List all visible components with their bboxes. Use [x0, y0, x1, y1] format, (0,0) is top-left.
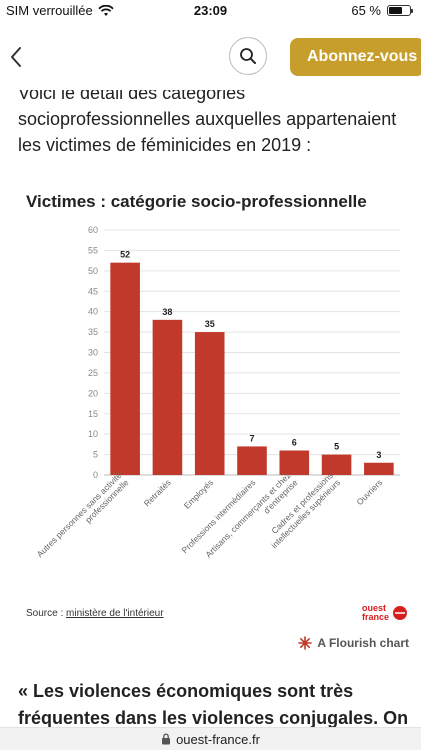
x-tick-label: Ouvriers [354, 477, 384, 507]
data-label: 38 [162, 307, 172, 317]
x-tick-label-line: Retraités [142, 477, 173, 508]
chevron-left-icon [11, 47, 21, 67]
x-tick-label-line: Ouvriers [354, 477, 384, 507]
y-tick-label: 25 [88, 368, 98, 378]
wifi-icon [98, 4, 114, 16]
bar [152, 319, 183, 475]
status-right: 65 % [351, 3, 413, 18]
search-button-top[interactable] [229, 37, 267, 75]
y-tick-label: 5 [93, 450, 98, 460]
bar [279, 450, 310, 475]
y-tick-label: 40 [88, 307, 98, 317]
article-quote: « Les violences économiques sont très fr… [18, 678, 418, 732]
bar [110, 262, 140, 475]
carrier-label: SIM verrouillée [6, 3, 93, 18]
y-tick-label: 55 [88, 245, 98, 255]
lock-icon [162, 733, 171, 745]
data-label: 5 [334, 442, 339, 452]
y-tick-label: 0 [93, 470, 98, 480]
y-tick-label: 15 [88, 409, 98, 419]
y-tick-label: 60 [88, 225, 98, 235]
logo-text-france: france [362, 612, 389, 622]
flourish-label: A Flourish chart [317, 636, 409, 650]
battery-icon [387, 5, 413, 16]
y-tick-label: 10 [88, 429, 98, 439]
data-label: 35 [205, 319, 215, 329]
bar [364, 462, 394, 475]
battery-level [389, 7, 402, 14]
bar [321, 454, 352, 475]
site-header-top: Abonnez-vous [0, 22, 421, 90]
x-tick-label: Employés [182, 477, 215, 510]
status-bar: SIM verrouillée 23:09 65 % [0, 0, 421, 22]
y-tick-label: 35 [88, 327, 98, 337]
url-domain: ouest-france.fr [176, 731, 260, 747]
flourish-credit[interactable]: A Flourish chart [298, 636, 409, 650]
y-tick-label: 20 [88, 388, 98, 398]
search-icon [240, 48, 256, 64]
battery-percent: 65 % [351, 3, 381, 18]
url-bar[interactable]: ouest-france.fr [0, 727, 421, 750]
data-label: 7 [249, 433, 254, 443]
data-label: 3 [376, 450, 381, 460]
x-tick-label: Autres personnes sans activitéprofession… [35, 470, 131, 559]
subscribe-button-top[interactable]: Abonnez-vous [290, 38, 421, 76]
source-label: Source : [26, 608, 67, 619]
article-intro: Voici le détail des catégories socioprof… [18, 80, 408, 158]
ouest-france-logo: ouest france [362, 603, 407, 622]
logo-text-ouest: ouest [362, 603, 386, 613]
quote-line: « Les violences économiques sont très [18, 681, 354, 701]
x-tick-label-line: Employés [182, 477, 215, 510]
status-time: 23:09 [193, 3, 228, 18]
bar [237, 446, 267, 475]
x-tick-label: Retraités [142, 477, 173, 508]
y-tick-label: 45 [88, 286, 98, 296]
flourish-icon [298, 636, 313, 650]
quote-line: fréquentes dans les violences conjugales… [18, 708, 409, 728]
source-link[interactable]: ministère de l'intérieur [66, 608, 164, 619]
chart-source: Source : ministère de l'intérieur [26, 608, 164, 619]
data-label: 52 [120, 250, 130, 260]
intro-line: socioprofessionnelles auxquelles apparte… [18, 109, 397, 129]
y-tick-label: 50 [88, 266, 98, 276]
back-button-top[interactable] [4, 42, 28, 72]
data-label: 6 [292, 438, 297, 448]
y-tick-label: 30 [88, 348, 98, 358]
bar [194, 332, 225, 475]
chart-title: Victimes : catégorie socio-professionnel… [26, 192, 367, 211]
x-tick-label-line: Autres personnes sans activité [35, 470, 124, 559]
status-left: SIM verrouillée [6, 3, 114, 18]
intro-line: les victimes de féminicides en 2019 : [18, 135, 312, 155]
